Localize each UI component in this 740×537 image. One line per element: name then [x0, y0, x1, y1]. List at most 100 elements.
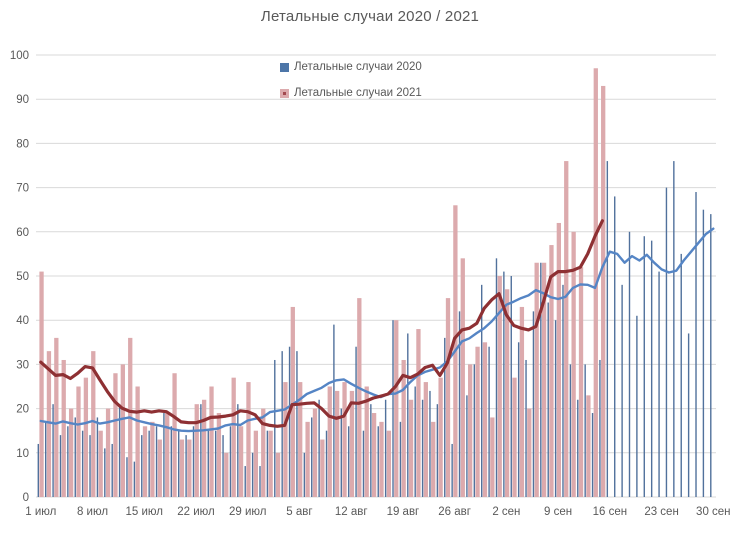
- bar-2021: [335, 390, 340, 497]
- bar-2021: [76, 386, 81, 497]
- bar-2021: [527, 408, 532, 497]
- chart-legend: Летальные случаи 2020 Летальные случаи 2…: [280, 58, 422, 110]
- bar-2020: [532, 311, 535, 497]
- bar-2020: [702, 209, 705, 497]
- bar-2021: [586, 395, 591, 497]
- bar-2020: [325, 430, 328, 497]
- bar-2020: [569, 364, 572, 497]
- bar-2021: [482, 342, 488, 497]
- bar-2020: [540, 262, 542, 497]
- bar-2020: [141, 435, 143, 497]
- bar-2020: [37, 443, 39, 497]
- bar-2020: [178, 430, 180, 497]
- bar-2021: [468, 364, 473, 497]
- bar-2020: [606, 161, 609, 497]
- bar-2020: [288, 346, 291, 497]
- x-axis-label: 22 июл: [177, 506, 215, 518]
- x-axis-label: 2 сен: [492, 506, 520, 518]
- y-axis-label: 30: [16, 359, 29, 371]
- bar-2020: [444, 337, 446, 497]
- bar-2021: [305, 421, 310, 497]
- bar-2020: [318, 399, 320, 497]
- bar-2020: [650, 240, 653, 497]
- bar-2020: [481, 284, 483, 497]
- bar-2020: [621, 284, 623, 497]
- bar-2020: [436, 404, 439, 497]
- bar-2020: [44, 421, 47, 497]
- bar-2020: [185, 435, 187, 497]
- bar-2020: [207, 430, 209, 497]
- x-axis-label: 1 июл: [25, 506, 56, 518]
- bar-2021: [394, 320, 399, 497]
- bar-2020: [274, 359, 276, 497]
- bar-2021: [431, 421, 436, 497]
- bar-2021: [275, 452, 281, 497]
- bar-2020: [340, 408, 342, 497]
- chart-title: Летальные случаи 2020 / 2021: [260, 8, 480, 25]
- bar-2020: [111, 443, 113, 497]
- bar-2021: [371, 413, 377, 497]
- bar-2020: [148, 430, 150, 497]
- bar-2020: [333, 324, 335, 497]
- bar-2020: [377, 426, 379, 497]
- x-axis-label: 16 сен: [593, 506, 627, 518]
- bar-2020: [163, 413, 165, 497]
- bar-2021: [150, 421, 155, 497]
- bar-2021: [157, 439, 162, 497]
- y-axis-label: 60: [16, 227, 29, 239]
- bar-2020: [577, 399, 579, 497]
- bar-2021: [194, 404, 199, 497]
- bar-2020: [296, 351, 298, 497]
- x-axis-label: 23 сен: [644, 506, 678, 518]
- bar-2021: [556, 222, 561, 497]
- bar-2020: [200, 404, 202, 497]
- legend-swatch-2021-icon: [280, 88, 289, 98]
- bar-2020: [547, 302, 549, 497]
- bar-2020: [244, 466, 246, 497]
- bar-2020: [192, 426, 195, 497]
- bar-2021: [445, 298, 451, 497]
- bar-2021: [120, 364, 125, 497]
- bar-2020: [52, 404, 54, 497]
- bar-2020: [510, 276, 512, 497]
- bar-2020: [229, 426, 232, 497]
- bar-2020: [392, 320, 394, 497]
- bar-2020: [687, 333, 690, 497]
- bar-2020: [665, 187, 668, 497]
- bar-2021: [386, 430, 392, 497]
- bar-2020: [399, 421, 402, 497]
- x-axis-label: 12 авг: [335, 506, 368, 518]
- bar-2020: [429, 390, 431, 497]
- bar-2021: [135, 386, 140, 497]
- bar-2021: [268, 430, 273, 497]
- bar-2020: [67, 426, 69, 497]
- bar-2021: [39, 271, 44, 497]
- bar-2020: [370, 404, 372, 497]
- bar-2020: [74, 417, 76, 497]
- x-axis-label: 26 авг: [438, 506, 471, 518]
- bar-2021: [475, 346, 480, 497]
- legend-label-2020: Летальные случаи 2020: [294, 61, 422, 73]
- bar-2021: [423, 382, 428, 497]
- bar-2020: [628, 231, 631, 498]
- bar-2021: [209, 386, 214, 497]
- bar-2021: [68, 408, 74, 497]
- bar-2020: [384, 399, 387, 497]
- y-axis-label: 0: [23, 492, 29, 504]
- bar-2020: [562, 284, 564, 497]
- y-axis-label: 70: [16, 183, 29, 195]
- bar-2020: [355, 346, 357, 497]
- bar-2020: [214, 430, 217, 497]
- x-axis-label: 8 июл: [77, 506, 108, 518]
- bar-2021: [238, 426, 244, 497]
- legend-label-2021: Летальные случаи 2021: [294, 87, 422, 99]
- legend-item-2020: Летальные случаи 2020: [280, 58, 422, 76]
- bar-2020: [599, 359, 601, 497]
- y-axis-label: 50: [16, 271, 29, 283]
- bar-2020: [266, 430, 269, 497]
- bar-2021: [401, 359, 406, 497]
- bar-2020: [81, 430, 84, 497]
- y-axis-label: 10: [16, 448, 29, 460]
